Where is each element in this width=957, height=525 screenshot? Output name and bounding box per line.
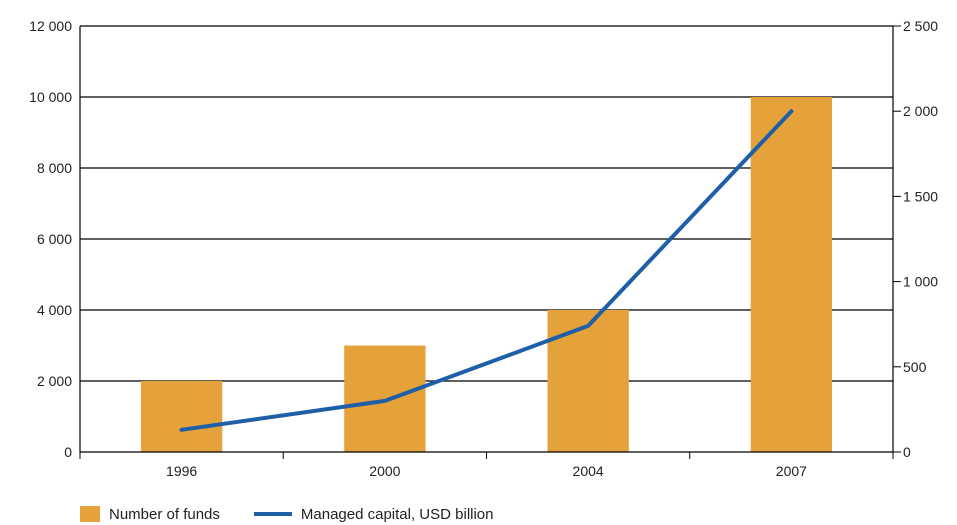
y-right-tick-label: 1 000 (903, 274, 938, 290)
bar (750, 97, 833, 452)
y-right-tick-label: 0 (903, 444, 911, 460)
x-tick-label: 2007 (776, 463, 807, 479)
line-series (179, 109, 794, 432)
y-left-tick-label: 0 (64, 444, 72, 460)
y-left-tick-label: 8 000 (37, 160, 72, 176)
legend-swatch-line (253, 512, 292, 516)
bar (140, 381, 223, 452)
y-right-tick-label: 2 000 (903, 103, 938, 119)
legend-label-bars: Number of funds (109, 505, 220, 523)
x-tick-label: 2004 (573, 463, 604, 479)
legend-item-line: Managed capital, USD billion (253, 505, 494, 523)
x-tick-label: 2000 (369, 463, 400, 479)
y-left-tick-label: 10 000 (29, 89, 72, 105)
chart: 0 2 000 4 000 6 000 8 000 10 000 12 000 0 500 1 0… (29, 18, 938, 479)
legend: Number of funds Managed capital, USD bil… (80, 503, 528, 525)
y-left-tick-label: 4 000 (37, 302, 72, 318)
bar (547, 310, 629, 452)
y-right-tick-label: 2 500 (903, 18, 938, 34)
legend-item-bars: Number of funds (80, 506, 220, 523)
y-right-tick-label: 1 500 (903, 188, 938, 204)
legend-swatch-bar (80, 506, 100, 522)
y-left-tick-label: 2 000 (37, 373, 72, 389)
bar (344, 345, 426, 452)
legend-label-line: Managed capital, USD billion (300, 505, 494, 523)
y-right-tick-label: 500 (903, 359, 927, 375)
y-left-tick-label: 12 000 (29, 18, 72, 34)
y-left-tick-label: 6 000 (37, 231, 72, 247)
x-tick-label: 1996 (166, 463, 197, 479)
